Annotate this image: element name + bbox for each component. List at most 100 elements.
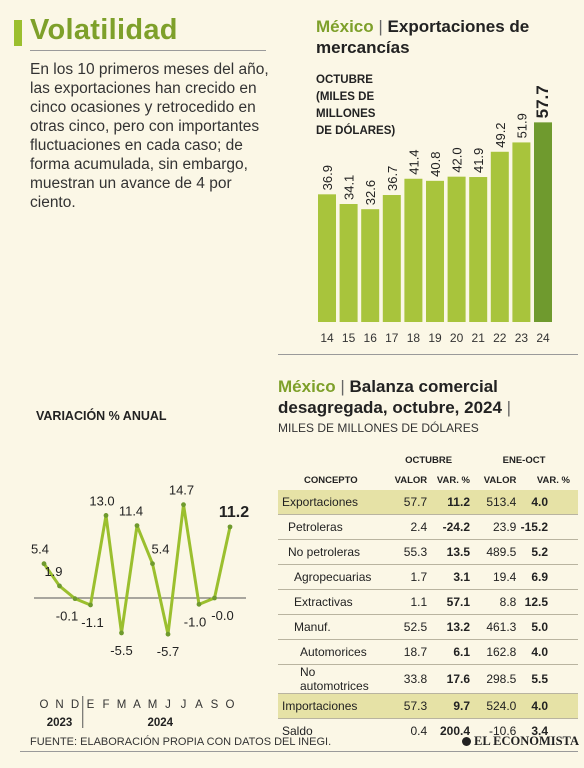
variation-line-chart: 5.4 1.9 -0.1 -1.1 13.0 -5.5 11.4 5.4 -5.7 14.7 -1.…: [31, 483, 249, 729]
bar-value-label: 32.6: [363, 180, 378, 205]
row-var-oct: 13.5: [427, 539, 470, 565]
row-concept: Exportaciones: [278, 490, 388, 515]
table-heading: México | Balanza comercial desagregada, …: [278, 376, 578, 418]
month-label: J: [165, 699, 171, 711]
row-var-oct: 13.2: [427, 614, 470, 640]
row-var-ytd: 6.9: [516, 564, 578, 590]
bar-value-label: 36.9: [320, 165, 335, 190]
point-value-label: 11.2: [219, 504, 249, 521]
bar: [447, 176, 466, 322]
bar-category-label: 19: [428, 331, 442, 345]
month-label: N: [55, 699, 63, 711]
bar: [534, 122, 552, 322]
row-concept: No automotrices: [278, 664, 388, 694]
bar: [318, 194, 336, 322]
bar-chart-unit: OCTUBRE (MILES DE MILLONES DE DÓLARES): [316, 72, 436, 140]
bar: [339, 204, 358, 322]
table-row: No automotrices 33.8 17.6 298.5 5.5: [278, 664, 578, 694]
bar-chart-title: Exportaciones de mercancías: [316, 17, 530, 57]
series-point: [41, 561, 47, 567]
point-value-label: -1.0: [184, 614, 206, 629]
row-value-ytd: -10.6: [488, 724, 517, 738]
bar-value-label: 41.4: [406, 149, 421, 174]
bar-value-label: 34.1: [342, 175, 357, 200]
bar-category-label: 15: [342, 331, 356, 345]
series-point: [119, 630, 124, 636]
col-concept: CONCEPTO: [304, 474, 358, 486]
section-rule: [278, 354, 578, 355]
row-value-ytd: 8.8: [470, 589, 517, 615]
row-var-oct: 3.1: [427, 564, 470, 590]
table-country: México: [278, 377, 336, 396]
row-concept: Extractivas: [278, 589, 388, 615]
bar-chart-unit-line: (MILES DE MILLONES: [316, 91, 376, 120]
table-row: Importaciones 57.3 9.7 524.0 4.0: [278, 693, 578, 719]
table-row: Exportaciones 57.7 11.2 513.4 4.0: [278, 490, 578, 515]
point-value-label: 5.4: [151, 542, 169, 557]
row-value-ytd: 162.8: [470, 639, 517, 665]
table-row: Petroleras 2.4 -24.2 23.9 -15.2: [278, 514, 578, 540]
bar: [490, 151, 509, 322]
row-value-ytd: 23.9: [470, 514, 517, 540]
row-var-oct: 11.2: [427, 490, 470, 515]
intro-text: En los 10 primeros meses del año, las ex…: [30, 61, 269, 211]
bar-category-label: 20: [450, 331, 464, 345]
table-title: Balanza comercial desagregada, octubre, …: [278, 377, 502, 417]
row-value-oct: 1.7: [387, 564, 428, 590]
bar-category-label: 22: [493, 331, 507, 345]
table-unit: MILES DE MILLONES DE DÓLARES: [278, 421, 479, 435]
series-point: [72, 596, 78, 602]
group-header-empty: [278, 450, 387, 470]
row-value-oct: 52.5: [387, 614, 428, 640]
bar-value-label: 57.7: [533, 85, 552, 118]
row-value-oct: 18.7: [387, 639, 428, 665]
month-label: F: [102, 699, 109, 711]
series-point: [150, 561, 155, 567]
row-concept: No petroleras: [278, 539, 388, 565]
row-value-oct: 2.4: [387, 514, 428, 540]
bar: [404, 178, 423, 322]
row-value-oct: 0.4: [410, 724, 428, 738]
logo-text: EL ECONOMISTA: [474, 734, 579, 748]
row-var-ytd: 4.0: [516, 639, 578, 665]
logo-mark-icon: [462, 737, 471, 746]
series-point: [212, 595, 217, 601]
point-value-label: -5.7: [157, 644, 179, 659]
table-row: Saldo 0.4 200.4 -10.6 3.4: [278, 719, 578, 744]
bar-value-label: 42.0: [450, 147, 465, 172]
point-value-label: 13.0: [89, 493, 114, 508]
bar: [512, 142, 531, 322]
table-separator: |: [340, 377, 345, 396]
bar-value-label: 51.9: [514, 113, 529, 138]
bar-category-label: 21: [472, 331, 486, 345]
title-rule: [30, 50, 266, 51]
col-var-oct: VAR. %: [436, 474, 470, 486]
table-title-bar: |: [506, 398, 512, 417]
bar: [382, 195, 401, 322]
row-concept: Petroleras: [278, 514, 388, 540]
row-value-oct: 33.8: [387, 664, 428, 694]
table-row: Extractivas 1.1 57.1 8.8 12.5: [278, 589, 578, 615]
table-row: Automorices 18.7 6.1 162.8 4.0: [278, 639, 578, 665]
bar-category-label: 18: [407, 331, 421, 345]
bar-chart-separator: |: [378, 17, 383, 36]
series-point: [103, 513, 109, 518]
point-value-label: 5.4: [31, 542, 49, 557]
bar-category-label: 23: [515, 331, 529, 345]
row-value-ytd: 461.3: [470, 614, 517, 640]
exports-bar-chart: 36.9 14 34.1 15 32.6 16 36.7 17 41.4 18 40.8 19 42.0…: [318, 85, 552, 345]
row-var-oct: 200.4: [439, 724, 470, 738]
year-label: 2024: [147, 717, 173, 729]
bar: [361, 209, 380, 322]
point-value-label: 11.4: [119, 504, 143, 519]
row-concept: Manuf.: [278, 614, 388, 640]
table-row: Manuf. 52.5 13.2 461.3 5.0: [278, 614, 578, 640]
series-point: [196, 601, 202, 607]
bar-value-label: 49.2: [493, 122, 508, 147]
row-value-ytd: 513.4: [470, 490, 517, 515]
month-label: A: [195, 699, 203, 711]
line-chart-label: VARIACIÓN % ANUAL: [36, 409, 167, 423]
row-var-ytd: -15.2: [516, 514, 578, 540]
month-label: J: [181, 699, 187, 711]
row-value-oct: 57.7: [387, 490, 428, 515]
